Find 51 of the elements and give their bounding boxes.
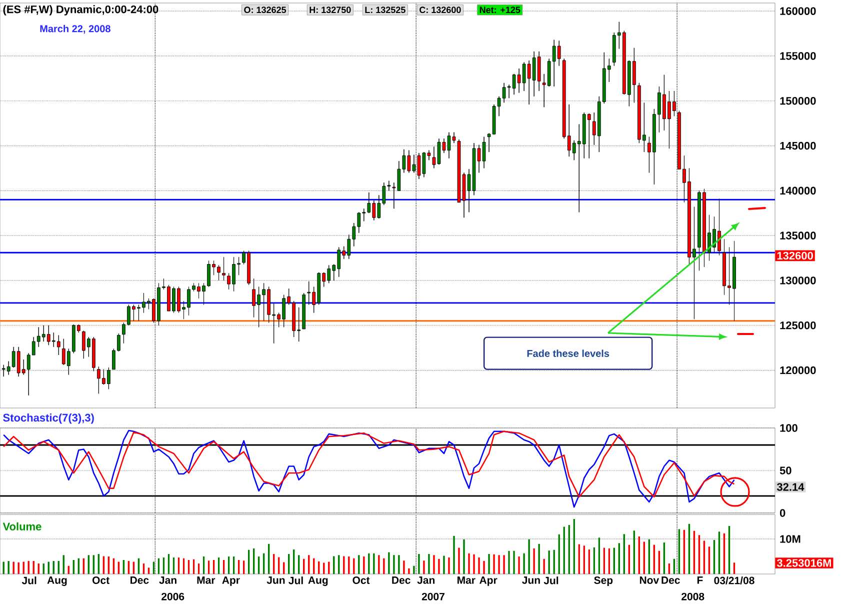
annotation: March 22, 2008 xyxy=(40,24,110,34)
chart-title: (ES #F,W) Dynamic,0:00-24:00 xyxy=(3,5,158,16)
x-tick-label: 03/21/08 xyxy=(714,576,754,584)
x-tick-label: Oct xyxy=(352,576,370,584)
annotation: H: 132750 xyxy=(310,6,351,14)
y-tick-label: 145000 xyxy=(780,142,816,150)
text: 32.14 xyxy=(776,483,804,491)
y-tick-label: 0 xyxy=(780,509,786,517)
x-tick-label: Apr xyxy=(480,576,498,586)
x-tick-label: Oct xyxy=(92,576,110,584)
x-tick-label: Sep xyxy=(594,576,613,586)
annotation: L: 132525 xyxy=(365,6,406,14)
x-tick-label: Aug xyxy=(47,576,67,586)
y-tick-label: 50 xyxy=(780,466,792,474)
x-tick-label: Dec xyxy=(392,576,410,584)
x-tick-label: Apr xyxy=(222,576,240,586)
x-tick-label: Jul xyxy=(22,576,36,584)
x-tick-label: Jun xyxy=(522,576,540,584)
x-tick-label: Mar xyxy=(458,576,476,584)
x-tick-label: Nov xyxy=(640,576,660,584)
y-tick-label: 100 xyxy=(780,424,798,432)
y-tick-label: 125000 xyxy=(780,321,816,330)
x-tick-label: Dec xyxy=(662,576,680,584)
text: 132600 xyxy=(777,252,813,260)
y-tick-label: 150000 xyxy=(780,96,816,105)
y-tick-label: 10M xyxy=(780,535,800,543)
y-tick-label: 155000 xyxy=(780,52,816,60)
text: 3.253016M xyxy=(776,559,831,567)
annotation: Net: +125 xyxy=(480,6,520,14)
y-tick-label: 130000 xyxy=(780,276,816,284)
annotation: C: 132600 xyxy=(420,6,461,14)
text: 2008 xyxy=(682,592,704,600)
y-tick-label: 120000 xyxy=(780,366,816,374)
x-tick-label: Jul xyxy=(544,576,558,584)
y-tick-label: 140000 xyxy=(780,186,816,195)
x-tick-label: Jul xyxy=(288,576,303,584)
text: 2006 xyxy=(162,592,184,600)
x-tick-label: Jun xyxy=(266,576,285,584)
text: 2007 xyxy=(422,592,444,600)
x-tick-label: Mar xyxy=(197,576,216,584)
y-tick-label: 160000 xyxy=(780,7,816,15)
y-tick-label: 135000 xyxy=(780,232,816,240)
x-tick-label: Jan xyxy=(417,576,434,584)
annotation: O: 132625 xyxy=(244,6,286,14)
annotation: Fade these levels xyxy=(527,350,610,357)
text: Volume xyxy=(2,522,42,530)
x-tick-label: Aug xyxy=(308,576,328,586)
chart-title: Stochastic(7(3),3) xyxy=(3,414,94,424)
x-tick-label: Dec xyxy=(130,576,149,584)
x-tick-label: Jan xyxy=(159,576,176,584)
x-tick-label: F xyxy=(697,576,703,584)
